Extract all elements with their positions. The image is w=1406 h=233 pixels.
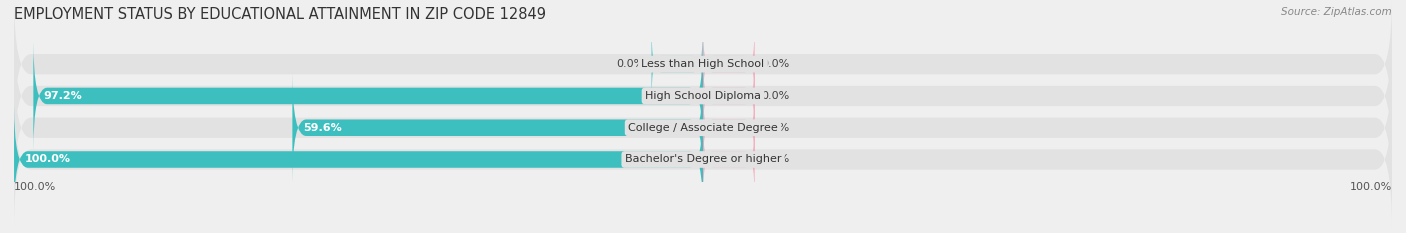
FancyBboxPatch shape: [292, 72, 703, 183]
FancyBboxPatch shape: [703, 57, 755, 135]
FancyBboxPatch shape: [14, 90, 1392, 229]
Text: 59.6%: 59.6%: [302, 123, 342, 133]
Text: College / Associate Degree: College / Associate Degree: [628, 123, 778, 133]
FancyBboxPatch shape: [14, 58, 1392, 197]
FancyBboxPatch shape: [703, 88, 755, 167]
Text: 100.0%: 100.0%: [14, 182, 56, 192]
FancyBboxPatch shape: [14, 0, 1392, 134]
Text: 0.0%: 0.0%: [762, 91, 790, 101]
Text: Less than High School: Less than High School: [641, 59, 765, 69]
Text: 0.0%: 0.0%: [616, 59, 644, 69]
FancyBboxPatch shape: [703, 25, 755, 104]
Text: EMPLOYMENT STATUS BY EDUCATIONAL ATTAINMENT IN ZIP CODE 12849: EMPLOYMENT STATUS BY EDUCATIONAL ATTAINM…: [14, 7, 546, 22]
Text: 100.0%: 100.0%: [24, 154, 70, 164]
Text: Bachelor's Degree or higher: Bachelor's Degree or higher: [624, 154, 782, 164]
Text: 100.0%: 100.0%: [1350, 182, 1392, 192]
Text: 0.0%: 0.0%: [762, 154, 790, 164]
Text: 0.0%: 0.0%: [762, 59, 790, 69]
FancyBboxPatch shape: [34, 41, 703, 151]
Text: 0.0%: 0.0%: [762, 123, 790, 133]
FancyBboxPatch shape: [14, 104, 703, 215]
Text: 97.2%: 97.2%: [44, 91, 83, 101]
Text: Source: ZipAtlas.com: Source: ZipAtlas.com: [1281, 7, 1392, 17]
FancyBboxPatch shape: [651, 25, 703, 104]
FancyBboxPatch shape: [14, 27, 1392, 165]
Text: High School Diploma: High School Diploma: [645, 91, 761, 101]
FancyBboxPatch shape: [703, 120, 755, 199]
